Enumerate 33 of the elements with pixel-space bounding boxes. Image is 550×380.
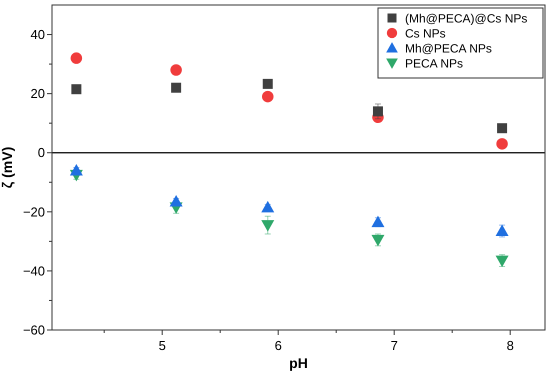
legend-label: PECA NPs — [405, 56, 464, 70]
legend-label: Cs NPs — [405, 26, 446, 40]
point — [170, 194, 183, 206]
y-tick-label: −60 — [22, 322, 45, 338]
legend-label: Mh@PECA NPs — [405, 42, 492, 56]
point — [497, 123, 508, 134]
x-tick-label: 6 — [274, 338, 282, 353]
point — [496, 224, 509, 236]
point — [371, 216, 384, 228]
y-tick-label: 20 — [30, 86, 45, 102]
y-tick-label: 40 — [30, 27, 45, 42]
point — [170, 64, 182, 76]
point — [496, 256, 509, 268]
legend-label: (Mh@PECA)@Cs NPs — [405, 12, 528, 26]
y-axis-title: ζ (mV) — [0, 146, 15, 188]
point — [261, 200, 274, 212]
point — [171, 82, 182, 93]
point — [371, 234, 384, 246]
y-tick-label: 0 — [38, 145, 45, 160]
x-tick-label: 5 — [158, 338, 166, 353]
point — [262, 78, 273, 89]
y-tick-label: −40 — [22, 263, 45, 278]
x-axis-title: pH — [289, 355, 308, 371]
point — [372, 106, 383, 116]
x-tick-label: 7 — [390, 338, 398, 353]
point — [70, 52, 82, 64]
point — [71, 84, 82, 94]
point — [261, 220, 274, 232]
point — [496, 138, 508, 150]
point — [262, 90, 274, 102]
point — [70, 164, 83, 176]
y-tick-label: −20 — [22, 204, 45, 220]
x-tick-label: 8 — [506, 338, 514, 353]
